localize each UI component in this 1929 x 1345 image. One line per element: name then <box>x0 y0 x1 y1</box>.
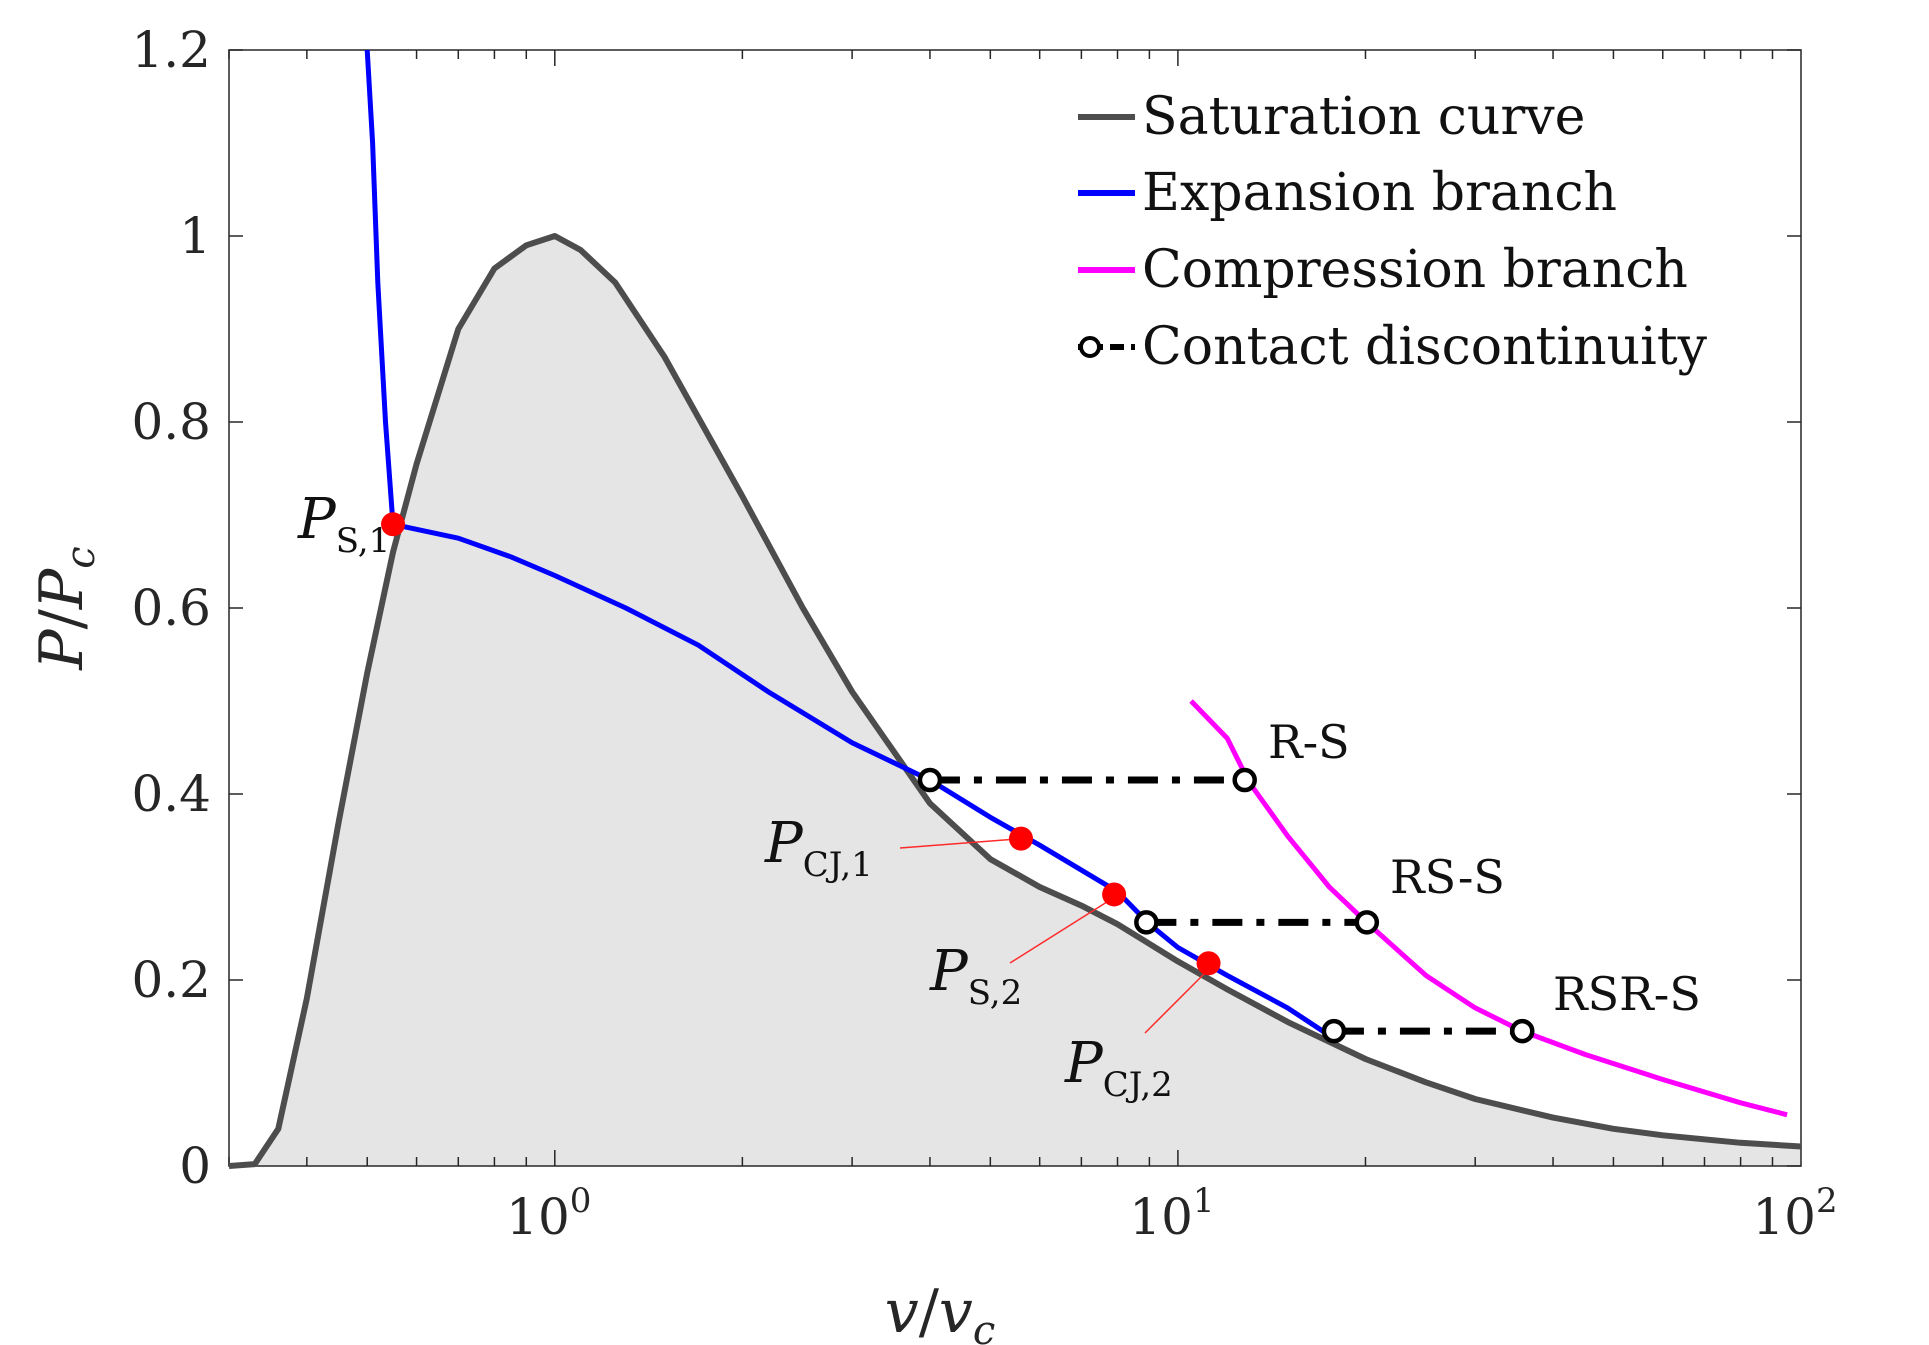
contact-marker <box>1232 767 1257 793</box>
legend-marker-contact <box>1079 336 1101 358</box>
contact-marker <box>917 767 943 793</box>
y-tick-label: 0.8 <box>131 393 211 451</box>
y-tick-label: 0.6 <box>131 579 211 637</box>
x-axis-title: v/vc <box>885 1277 995 1345</box>
label-ps2: PS,2 <box>929 939 1022 1013</box>
expansion-branch-line <box>364 49 1339 1043</box>
annotation-rs-s: RS-S <box>1390 850 1505 904</box>
legend-label-contact: Contact discontinuity <box>1142 317 1708 377</box>
point-leader-lines <box>899 837 1216 1034</box>
legend-label-expansion: Expansion branch <box>1142 163 1617 223</box>
y-tick-label: 1.2 <box>131 21 211 79</box>
y-tick-labels: 0 0.2 0.4 0.6 0.8 1 1.2 <box>131 21 211 1195</box>
state-point <box>1008 826 1033 851</box>
contact-marker <box>1134 910 1159 935</box>
saturation-curve-line <box>228 233 1802 1169</box>
label-ps1: PS,1 <box>297 487 390 561</box>
saturation-region-fill <box>229 236 1801 1166</box>
y-tick-label: 1 <box>179 207 211 265</box>
leader-cj2 <box>1144 962 1216 1034</box>
y-tick-label: 0.2 <box>131 951 211 1009</box>
state-points <box>381 512 1221 976</box>
contact-marker <box>1354 910 1380 935</box>
state-point <box>381 512 406 537</box>
x-tick-label: 100 <box>506 1181 591 1246</box>
label-pcj2: PCJ,2 <box>1064 1031 1173 1105</box>
legend-label-saturation: Saturation curve <box>1142 87 1585 147</box>
label-pcj1: PCJ,1 <box>764 811 873 885</box>
legend-label-compression: Compression branch <box>1142 240 1688 300</box>
y-axis-title: P/Pc <box>27 546 104 670</box>
y-tick-label: 0 <box>179 1137 211 1195</box>
contact-marker <box>1510 1018 1535 1044</box>
x-tick-labels: 100 101 102 <box>506 1181 1837 1246</box>
contact-discontinuity-markers <box>917 767 1535 1044</box>
annotation-rsr-s: RSR-S <box>1553 967 1701 1021</box>
leader-cj1 <box>899 837 1031 849</box>
state-point <box>1102 882 1127 907</box>
y-tick-label: 0.4 <box>131 765 211 823</box>
leader-s2 <box>1009 894 1119 964</box>
x-tick-label: 101 <box>1129 1181 1214 1246</box>
x-tick-label: 102 <box>1752 1181 1837 1246</box>
contact-discontinuity-segments <box>929 776 1523 1035</box>
contact-marker <box>1321 1018 1347 1044</box>
legend: Saturation curve Expansion branch Compre… <box>1078 87 1708 377</box>
state-point <box>1196 951 1221 976</box>
annotation-r-s: R-S <box>1268 715 1350 769</box>
